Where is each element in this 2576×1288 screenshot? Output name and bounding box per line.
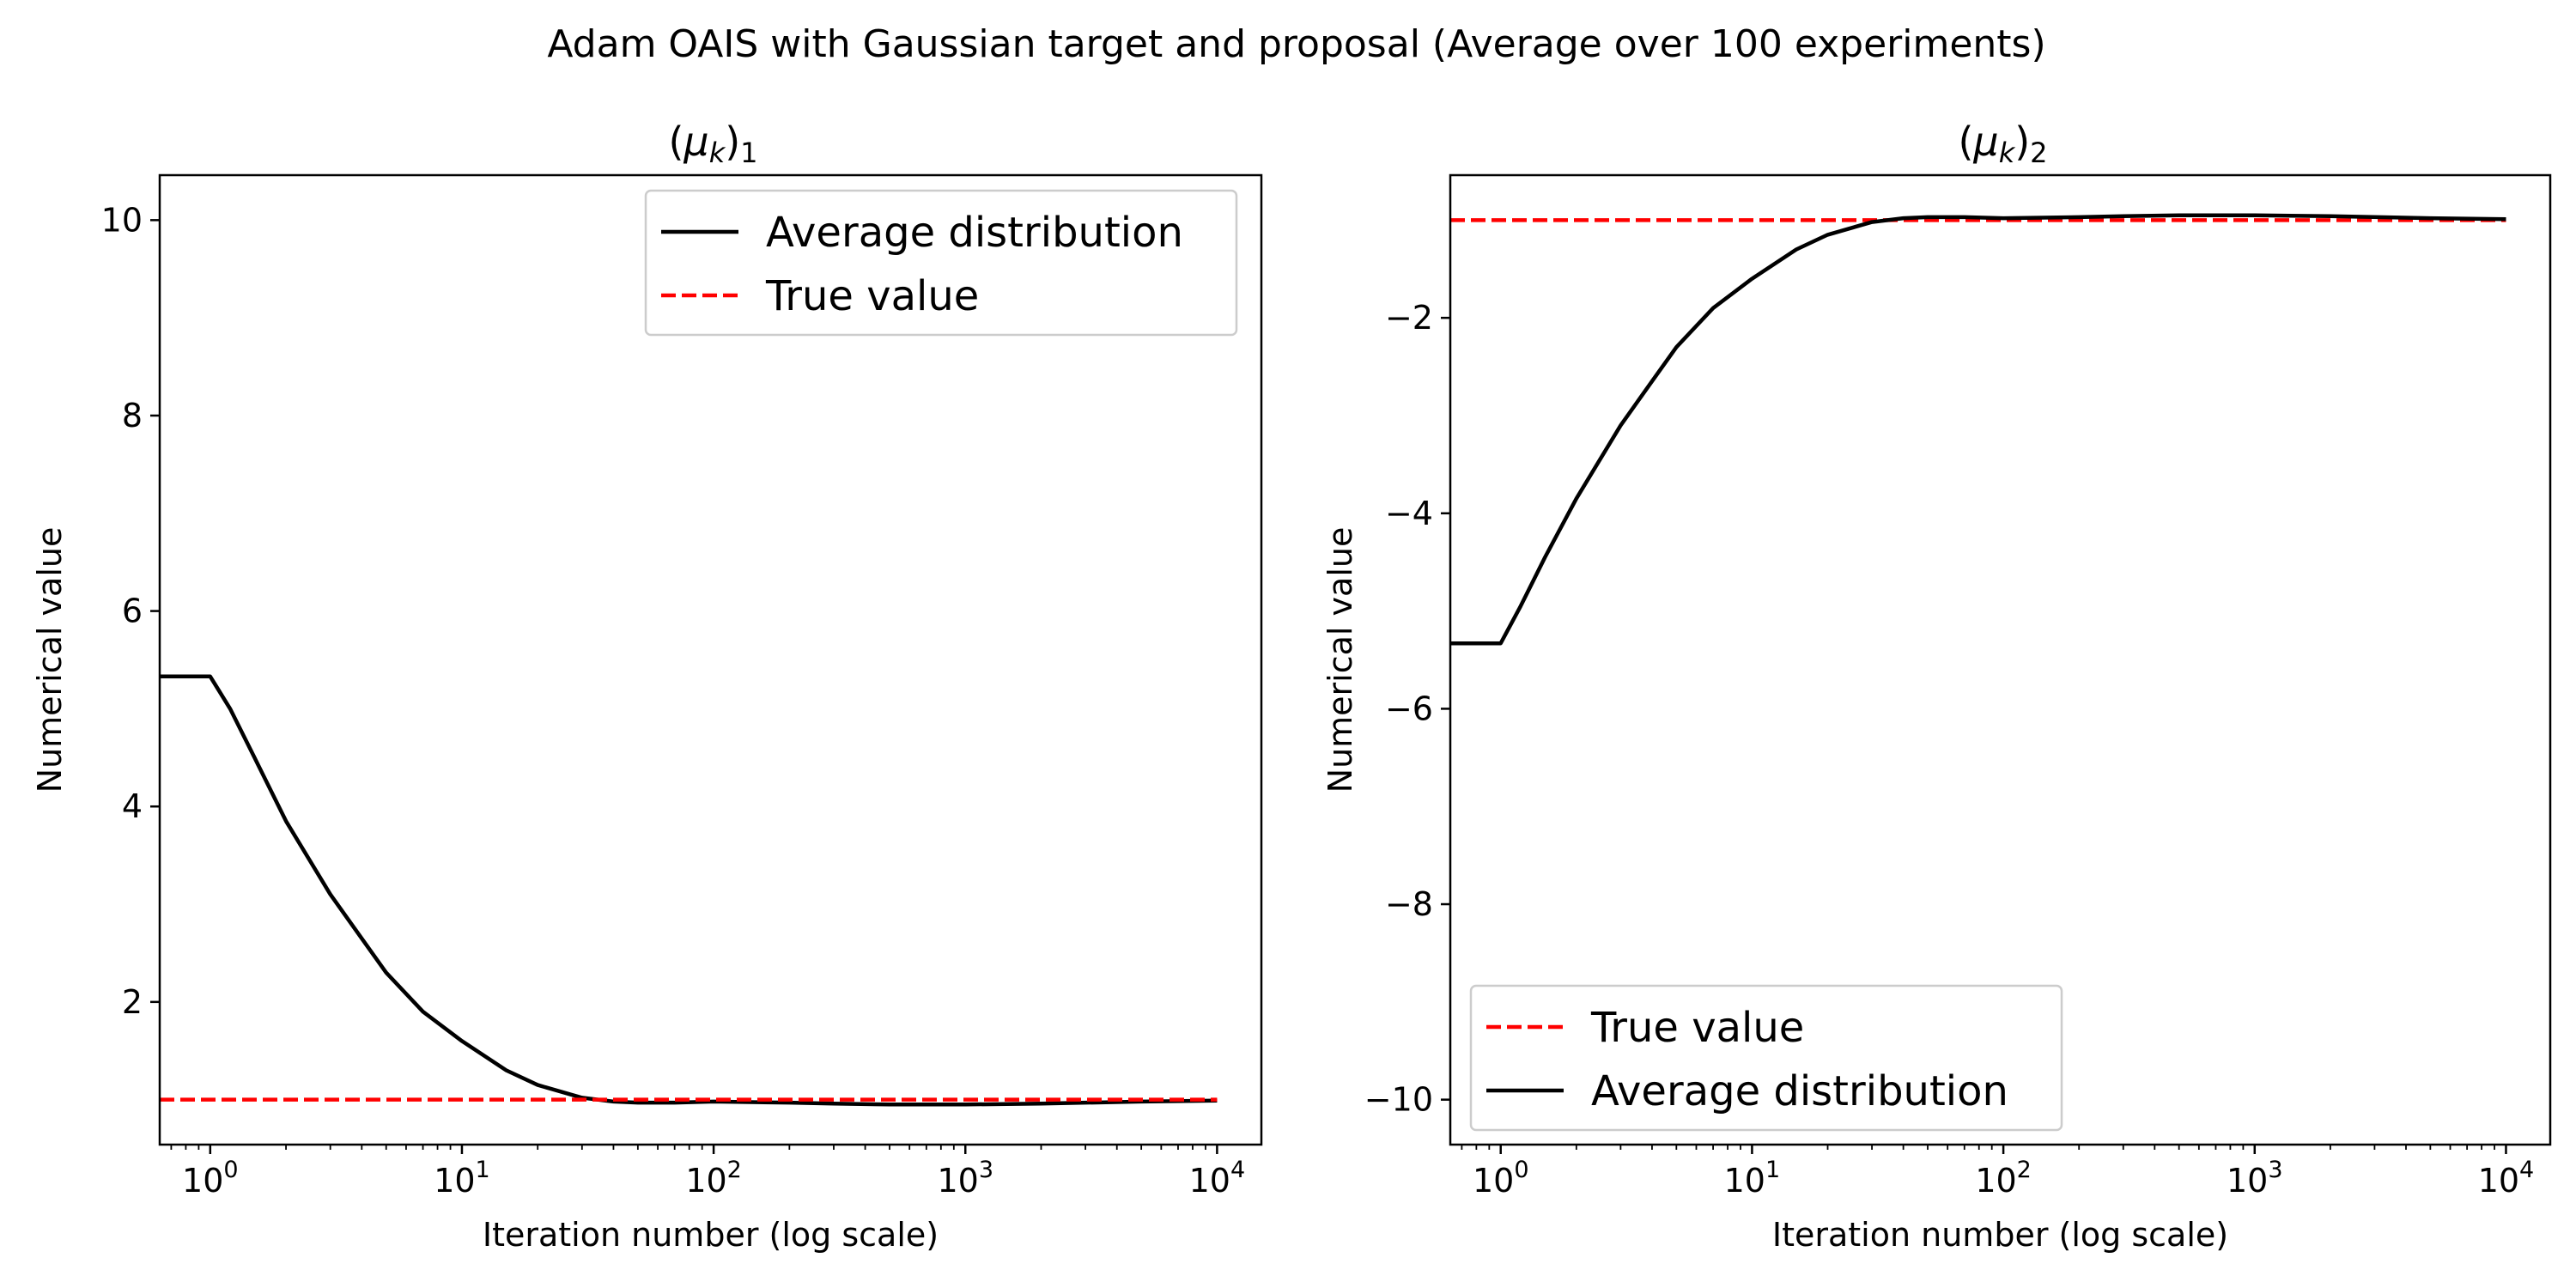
x-tick-label: 104: [2478, 1157, 2535, 1200]
axes-frame: [1449, 173, 2552, 1146]
y-axis-label: Numerical value: [1321, 527, 1359, 793]
y-tick-label: 6: [122, 592, 143, 630]
legend-label-true-value: True value: [765, 272, 979, 320]
y-tick-label: 10: [101, 201, 143, 239]
legend-label-average-distribution: Average distribution: [766, 209, 1183, 257]
x-tick-label: 103: [2227, 1157, 2283, 1200]
panel-title: (μk)1: [668, 118, 757, 169]
x-tick-label: 101: [434, 1157, 490, 1200]
x-tick-label: 102: [685, 1157, 742, 1200]
x-tick-label: 100: [182, 1157, 239, 1200]
legend-label-true-value: True value: [1590, 1004, 1804, 1052]
x-tick-label: 101: [1724, 1157, 1781, 1200]
x-tick-label: 100: [1473, 1157, 1529, 1200]
plot-area: [160, 674, 1218, 1107]
x-tick-label: 104: [1189, 1157, 1246, 1200]
y-tick-label: −10: [1364, 1081, 1433, 1119]
chart-panel-mu2: −2 −4 −6 −8 −10 100 101 102 103 104 (μk)2 Iteration…: [1321, 118, 2552, 1254]
legend-box: [1469, 984, 2063, 1132]
legend-box: [644, 189, 1238, 337]
legend-label-average-distribution: Average distribution: [1591, 1067, 2008, 1115]
chart-panel-mu1: 2 4 6 8 10 100 101 102 103 104 (μk)1 Iteration numb…: [31, 118, 1263, 1254]
y-tick-label: −6: [1385, 690, 1433, 727]
y-tick-label: −8: [1385, 885, 1433, 923]
x-axis-label: Iteration number (log scale): [483, 1216, 939, 1254]
y-tick-label: 2: [122, 983, 143, 1021]
x-tick-label: 102: [1975, 1157, 2032, 1200]
legend: Average distribution True value: [644, 189, 1238, 337]
series-line-average-distribution: [1450, 213, 2506, 646]
y-tick-label: −2: [1385, 299, 1433, 337]
legend: True value Average distribution: [1469, 984, 2063, 1132]
axes-frame: [158, 173, 1263, 1146]
y-tick-label: 8: [122, 397, 143, 434]
y-tick-label: −4: [1385, 495, 1433, 532]
figure-title: Adam OAIS with Gaussian target and propo…: [547, 22, 2045, 66]
plot-area: [1450, 213, 2506, 646]
y-tick-label: 4: [122, 787, 143, 825]
y-axis-label: Numerical value: [31, 527, 69, 793]
x-tick-label: 103: [937, 1157, 993, 1200]
x-axis-label: Iteration number (log scale): [1772, 1216, 2228, 1254]
panel-title: (μk)2: [1958, 118, 2047, 169]
